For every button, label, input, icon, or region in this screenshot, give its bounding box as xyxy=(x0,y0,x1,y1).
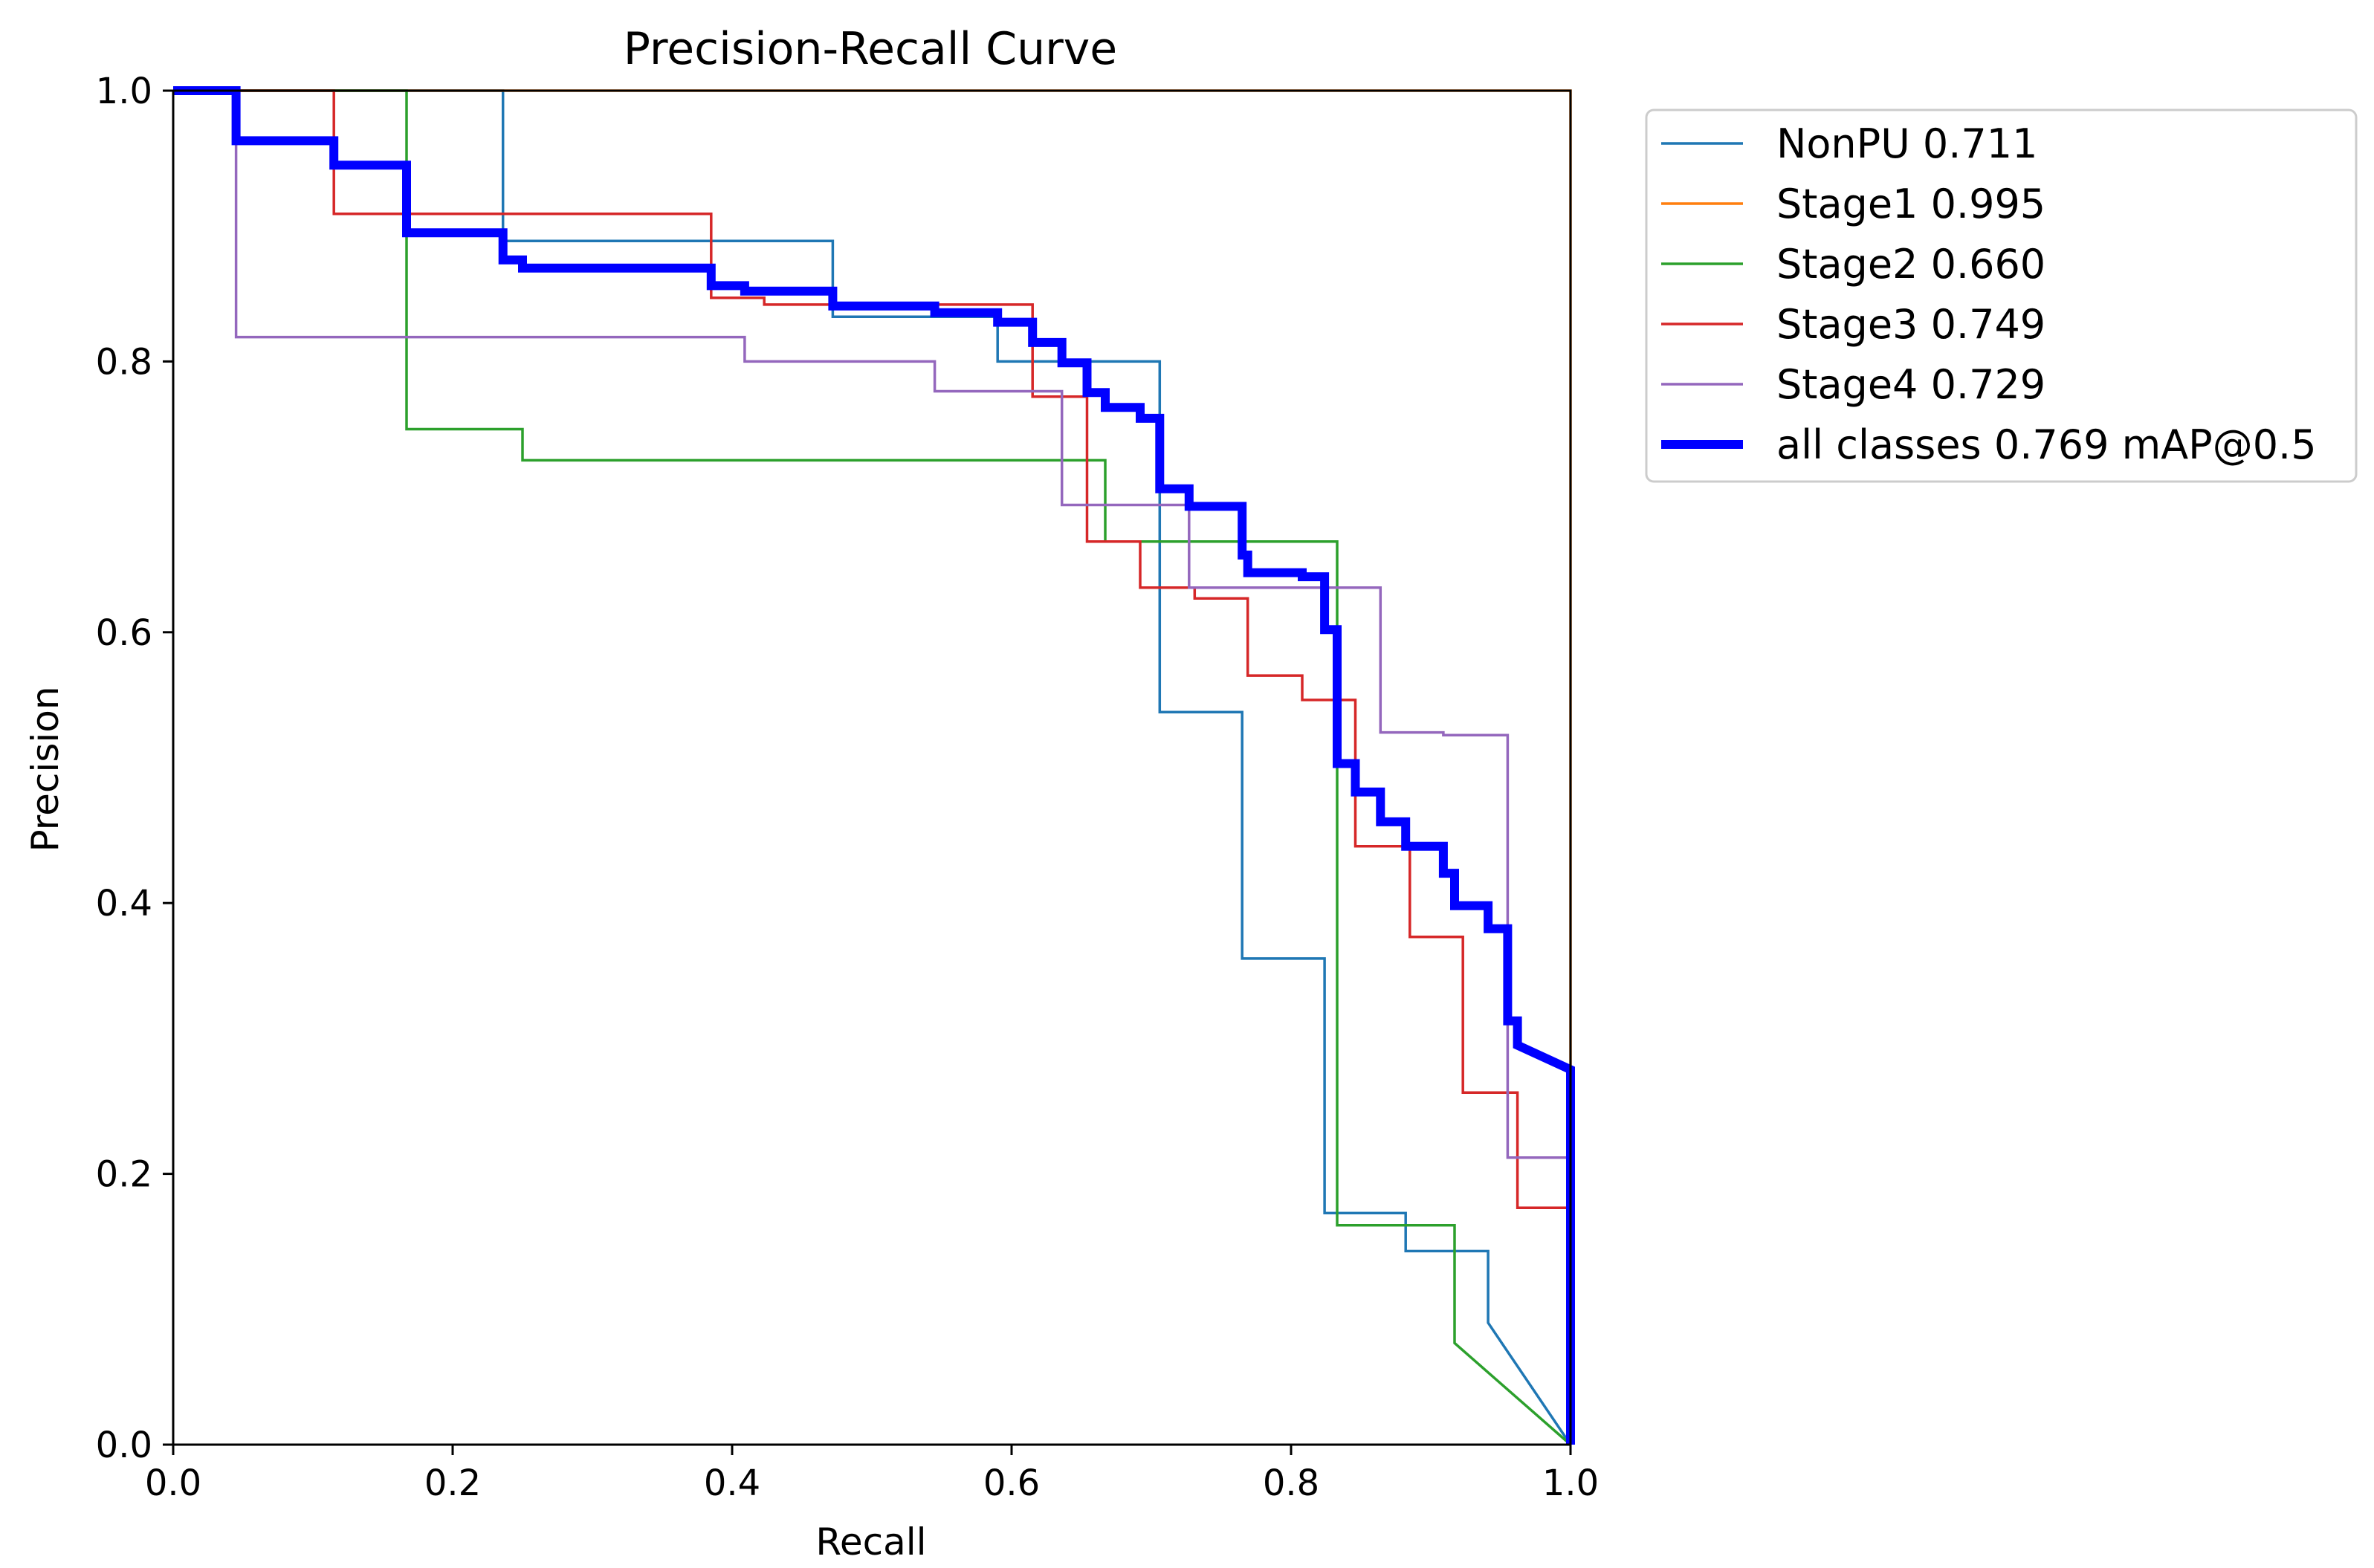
series-line-0 xyxy=(173,89,1572,1445)
legend-label-5: all classes 0.769 mAP@0.5 xyxy=(1776,421,2317,468)
plot-frame xyxy=(172,89,1572,1446)
legend-label-2: Stage2 0.660 xyxy=(1776,241,2045,288)
x-axis-label: Recall xyxy=(815,1520,926,1564)
legend-label-1: Stage1 0.995 xyxy=(1776,181,2045,227)
x-tick-label: 0.8 xyxy=(1263,1462,1319,1504)
series-line-2 xyxy=(173,89,1572,1446)
legend-label-3: Stage3 0.749 xyxy=(1776,301,2045,348)
legend-frame xyxy=(1645,108,2358,483)
y-tick-label: 0.0 xyxy=(96,1425,152,1466)
series-line-5 xyxy=(173,86,1575,1445)
plot-area xyxy=(172,86,1575,1446)
x-tick-label: 0.2 xyxy=(424,1462,481,1504)
x-tick-label: 0.0 xyxy=(145,1462,201,1504)
y-tick-label: 0.6 xyxy=(96,612,152,654)
y-axis-label: Precision xyxy=(24,686,67,852)
legend-label-0: NonPU 0.711 xyxy=(1776,120,2038,167)
y-axis: 0.0 0.2 0.4 0.6 0.8 1.0 xyxy=(96,71,173,1466)
x-tick-label: 1.0 xyxy=(1542,1462,1599,1504)
legend: NonPU 0.711 Stage1 0.995 Stage2 0.660 Stage… xyxy=(1645,108,2358,483)
x-tick-label: 0.4 xyxy=(704,1462,760,1504)
x-axis: 0.0 0.2 0.4 0.6 0.8 1.0 xyxy=(145,1445,1599,1504)
y-tick-label: 1.0 xyxy=(96,71,152,112)
y-tick-label: 0.8 xyxy=(96,341,152,383)
chart-title: Precision-Recall Curve xyxy=(624,23,1117,75)
legend-label-4: Stage4 0.729 xyxy=(1776,361,2045,408)
y-tick-label: 0.4 xyxy=(96,883,152,924)
x-tick-label: 0.6 xyxy=(983,1462,1040,1504)
y-tick-label: 0.2 xyxy=(96,1154,152,1196)
series-line-3 xyxy=(173,89,1572,1445)
